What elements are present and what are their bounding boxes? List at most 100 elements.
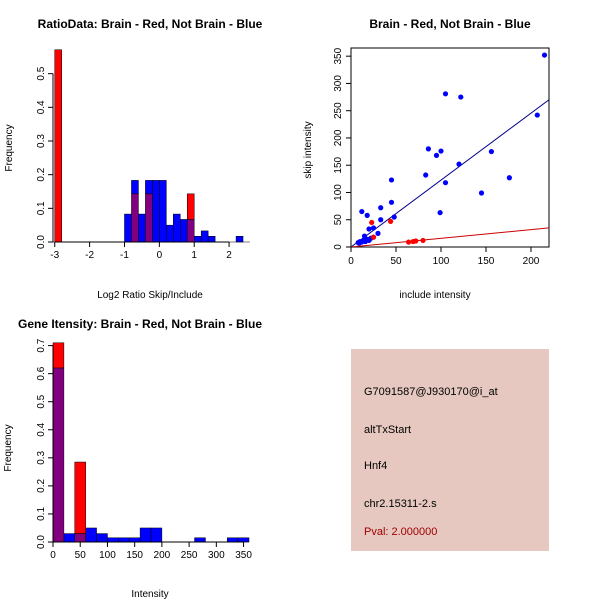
bar-not-brain [237,537,250,543]
plot-frame [350,47,550,248]
x-tick-label: 0 [50,550,56,561]
y-tick-label: 0.1 [36,507,47,521]
x-tick-label: 300 [208,550,225,561]
point-brain [413,238,419,244]
point-brain [406,239,412,245]
y-tick-label: 0.1 [36,201,47,215]
plot-area: -3 -2 -1 0 1 2 0.0 0.1 0.2 0.3 0.4 0.5 [36,49,250,261]
y-tick-label: 0.2 [36,167,47,181]
gene-name: Hnf4 [364,460,388,472]
point-not-brain [359,208,365,215]
bar-not-brain [138,213,146,243]
x-tick-label: -2 [85,250,94,261]
bar-not-brain [63,533,76,543]
x-tick-label: 200 [154,550,171,561]
point-not-brain [356,240,362,246]
y-tick-label: 0.6 [36,366,47,380]
x-tick-label: 2 [226,250,232,261]
y-tick-label: 300 [333,75,344,92]
x-tick-label: 1 [191,250,197,261]
y-tick-label: 100 [333,184,344,201]
bar-brain [52,342,65,369]
bar-not-brain [159,180,167,243]
x-tick-label: 50 [390,256,402,267]
point-not-brain [375,230,381,236]
x-tick-label: 150 [126,550,143,561]
ratio-histogram-chart: RatioData: Brain - Red, Not Brain - Blue… [4,17,263,300]
bar-not-brain [118,537,130,543]
point-not-brain [488,148,494,155]
locus-id: chr2.15311-2.s [364,498,437,510]
x-tick-label: 0 [348,256,354,267]
bar-not-brain [139,527,152,543]
y-tick-label: 150 [333,156,344,173]
y-tick-label: 350 [333,47,344,64]
point-brain [370,234,377,240]
y-tick-label: 200 [333,129,344,146]
bar-not-brain [193,236,202,243]
bar-not-brain [124,213,132,243]
x-tick-label: 100 [433,256,450,267]
point-not-brain [506,175,512,181]
y-tick-label: 0.4 [36,100,47,114]
plot-area: 0 50 100 150 200 0 50 100 150 200 250 300 350 [333,47,550,267]
bar-not-brain [85,527,97,543]
x-tick-label: 150 [478,256,495,267]
bar-not-brain [207,236,216,243]
bar-not-brain [180,219,188,243]
bar-not-brain [145,180,153,195]
bar-not-brain [235,236,244,243]
bar-overlap [186,219,195,243]
point-not-brain [442,180,449,186]
bar-not-brain [131,180,139,195]
plot-area: 0 50 100 150 200 250 300 350 0.0 0.1 0.2 0.3 0.4 0.5 0… [36,338,252,561]
intensity-scatter-chart: Brain - Red, Not Brain - Blue 0 50 100 150 2… [303,17,550,300]
point-not-brain [378,205,384,211]
y-tick-label: 0.2 [36,479,47,493]
bar-not-brain [128,537,141,543]
point-not-brain [442,91,449,97]
chart-title: Gene Itensity: Brain - Red, Not Brain - … [18,317,262,331]
fit-line [351,99,549,247]
bar-not-brain [152,180,160,243]
point-not-brain [388,177,395,183]
point-not-brain [478,190,485,196]
bar-not-brain [194,537,206,543]
point-not-brain [391,214,397,220]
bar-not-brain [96,533,108,543]
point-brain [369,219,375,226]
x-tick-label: 50 [75,550,87,561]
y-tick-label: 50 [333,214,344,226]
chart-title: Brain - Red, Not Brain - Blue [369,17,531,31]
y-axis-label: skip intensity [303,121,314,178]
y-tick-label: 0.7 [36,338,47,352]
y-tick-label: 0.4 [36,422,47,436]
probe-id: G7091587@J930170@i_at [364,386,498,398]
point-not-brain [378,217,384,223]
x-tick-label: -1 [120,250,129,261]
point-not-brain [388,199,395,205]
y-tick-label: 0.5 [36,66,47,80]
probe-info-panel: G7091587@J930170@i_at altTxStart Hnf4 ch… [351,349,549,551]
point-not-brain [456,161,462,167]
x-tick-label: -3 [50,250,59,261]
bar-overlap [145,193,153,243]
x-axis-label: include intensity [399,290,470,300]
bar-brain [74,461,86,534]
gene-intensity-histogram-chart: Gene Itensity: Brain - Red, Not Brain - … [3,317,262,600]
point-not-brain [423,172,429,178]
point-not-brain [534,112,540,118]
point-brain [388,218,394,224]
point-not-brain [433,152,440,159]
y-tick-label: 0 [333,244,344,250]
event-type: altTxStart [364,424,412,436]
y-tick-label: 250 [333,102,344,119]
bar-not-brain [173,213,181,243]
pval-text: Pval: 2.000000 [364,526,438,538]
y-tick-label: 0.0 [36,535,47,549]
bar-overlap [74,533,86,543]
y-tick-label: 0.0 [36,235,47,249]
y-tick-label: 0.5 [36,394,47,408]
x-axis-label: Log2 Ratio Skip/Include [97,290,203,300]
fit-line [351,227,549,247]
